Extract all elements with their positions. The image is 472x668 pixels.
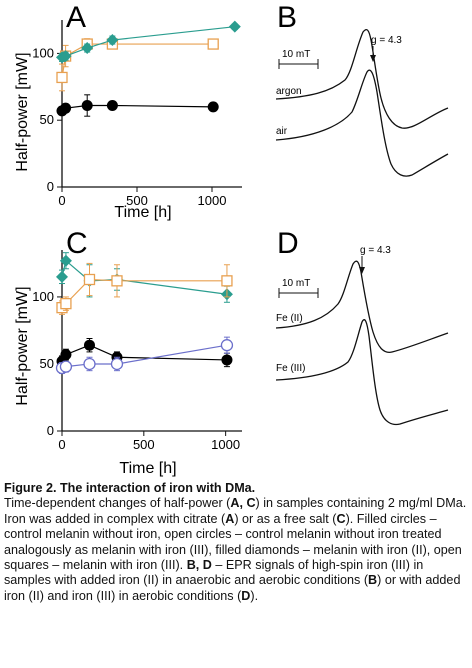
caption-segment: ) or as a free salt ( <box>234 511 337 526</box>
caption-segment: D <box>241 588 251 603</box>
x-tick-label: 0 <box>58 193 65 208</box>
panel-d-letter: D <box>277 227 299 260</box>
point-filled-diamond <box>81 42 94 55</box>
panel-c-ylabel: Half-power [mW] <box>14 286 31 405</box>
panel-b-scale-bar <box>278 59 319 69</box>
point-filled-diamond <box>59 254 72 267</box>
point-filled-circle <box>207 101 219 113</box>
caption-segment: B, D <box>186 558 212 573</box>
panel-a: A 0 500 1000 0 50 100 Half-power [mW] Time [h… <box>14 1 242 221</box>
point-open-square <box>221 275 233 287</box>
panel-d: D 10 mT g = 4.3 Fe (II) Fe (III) <box>275 227 449 426</box>
y-tick-label: 0 <box>47 179 54 194</box>
panel-b-trace-argon <box>275 29 449 129</box>
point-filled-circle <box>221 354 233 366</box>
panel-b-g-label: g = 4.3 <box>371 35 402 46</box>
caption-segment: A <box>225 511 235 526</box>
panel-b-trace-air <box>275 69 449 177</box>
panel-a-xlabel: Time [h] <box>114 204 171 221</box>
panel-d-label-fe2: Fe (II) <box>276 313 303 324</box>
panel-a-letter: A <box>66 1 86 34</box>
caption-segment: ) in samples containing 2 mg/ml DMa. Iro… <box>4 496 467 526</box>
caption-segment: Time-dependent changes of half-power ( <box>4 496 231 511</box>
panel-b: B 10 mT g = 4.3 argon air <box>275 1 449 177</box>
point-open-circle <box>220 339 234 352</box>
panel-c: C 0 500 1000 0 50 100 Half-power [mW] Time [h… <box>14 227 242 477</box>
point-open-square <box>207 38 219 50</box>
panel-c-plot: 0 500 1000 0 50 100 <box>32 250 242 452</box>
point-open-circle <box>59 360 73 373</box>
point-filled-circle <box>60 349 72 361</box>
panel-b-scale-label: 10 mT <box>282 49 310 60</box>
y-tick-label: 50 <box>40 356 54 371</box>
panel-b-label-air: air <box>276 126 288 137</box>
caption-segment: C <box>336 511 346 526</box>
x-tick-label: 1000 <box>211 437 240 452</box>
x-tick-label: 500 <box>126 193 148 208</box>
point-filled-circle <box>60 102 72 114</box>
point-filled-diamond <box>59 50 72 63</box>
point-open-square <box>111 275 123 287</box>
panel-d-scale-label: 10 mT <box>282 278 310 289</box>
point-filled-circle <box>106 100 118 112</box>
y-tick-label: 100 <box>32 289 54 304</box>
point-filled-diamond <box>106 34 119 47</box>
panel-d-trace-fe3 <box>275 319 449 426</box>
y-tick-label: 50 <box>40 112 54 127</box>
panel-c-xlabel: Time [h] <box>119 460 176 477</box>
caption-segment: A, C <box>230 496 256 511</box>
point-open-square <box>83 273 96 286</box>
point-filled-diamond <box>228 20 241 33</box>
caption-segment: ) or with added iron (II) and iron (III)… <box>4 573 461 603</box>
y-tick-label: 0 <box>47 423 54 438</box>
point-filled-circle <box>81 100 93 112</box>
caption-title: Figure 2. The interaction of iron with D… <box>4 481 256 495</box>
point-open-square <box>56 71 68 84</box>
x-tick-label: 500 <box>133 437 155 452</box>
caption-segment: ). Filled circles – control melanin with… <box>4 511 462 573</box>
point-open-circle <box>83 357 96 371</box>
figure-caption: Figure 2. The interaction of iron with D… <box>4 481 468 604</box>
point-open-circle <box>110 357 124 371</box>
point-filled-diamond <box>56 270 68 283</box>
point-open-square <box>60 297 72 310</box>
y-tick-label: 100 <box>32 45 54 60</box>
panel-a-ylabel: Half-power [mW] <box>14 52 31 171</box>
panel-a-plot: 0 500 1000 0 50 100 <box>32 20 242 208</box>
x-tick-label: 1000 <box>198 193 227 208</box>
panel-d-trace-fe2 <box>275 260 449 354</box>
panel-b-letter: B <box>277 1 297 34</box>
panel-c-letter: C <box>66 227 88 260</box>
panel-d-label-fe3: Fe (III) <box>276 363 305 374</box>
caption-body: Time-dependent changes of half-power (A,… <box>4 496 466 602</box>
caption-segment: B <box>368 573 378 588</box>
point-filled-circle <box>83 339 95 351</box>
panel-b-label-argon: argon <box>276 86 302 97</box>
panel-d-g-label: g = 4.3 <box>360 245 391 256</box>
caption-segment: – EPR signals of high-spin iron (III) in… <box>4 558 424 588</box>
caption-segment: ). <box>250 588 259 603</box>
panel-d-scale-bar <box>278 288 319 298</box>
x-tick-label: 0 <box>58 437 65 452</box>
